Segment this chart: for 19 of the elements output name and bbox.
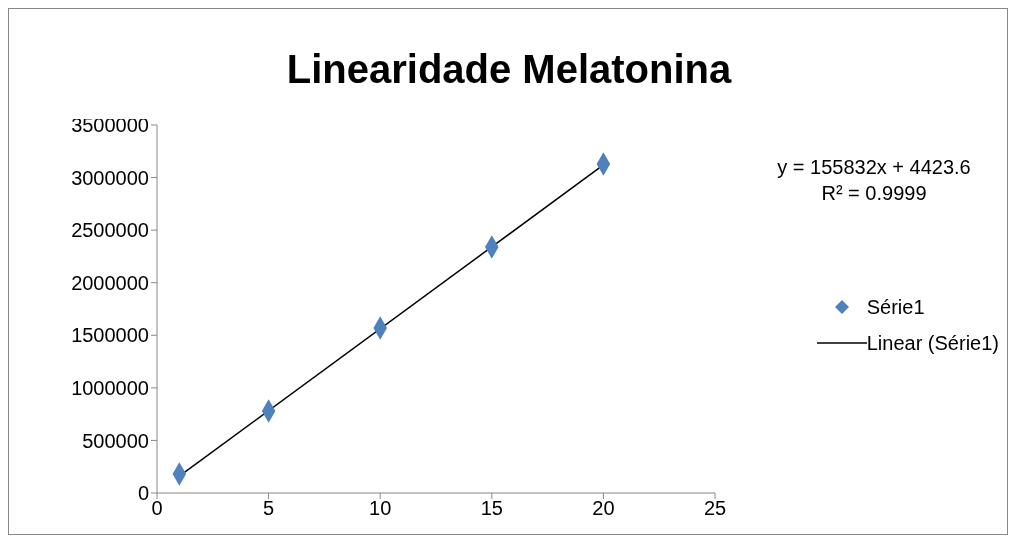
y-tick-label: 500000: [82, 429, 149, 452]
y-tick-label: 2000000: [71, 271, 149, 294]
text: R² = 0.9999: [820, 181, 928, 206]
x-tick-label: 5: [263, 497, 275, 520]
y-tick-label: 2500000: [71, 219, 149, 242]
y-tick-label: 1500000: [71, 324, 149, 347]
x-tick-label: 0: [151, 497, 163, 520]
y-tick-label: 3500000: [71, 114, 149, 137]
legend-label: Série1: [866, 295, 925, 319]
x-tick-label: 25: [703, 497, 727, 520]
x-tick-label: 20: [592, 497, 615, 520]
x-tick-label: 10: [369, 497, 392, 520]
y-tick-label: 3000000: [71, 166, 149, 189]
y-tick-label: 1000000: [71, 376, 149, 399]
chart-title: Linearidade Melatonina: [285, 47, 733, 92]
x-tick-label: 15: [480, 497, 503, 520]
text: y = 155832x + 4423.6: [776, 155, 972, 180]
y-tick-label: 0: [137, 482, 149, 505]
legend-label: Linear (Série1): [866, 331, 999, 355]
